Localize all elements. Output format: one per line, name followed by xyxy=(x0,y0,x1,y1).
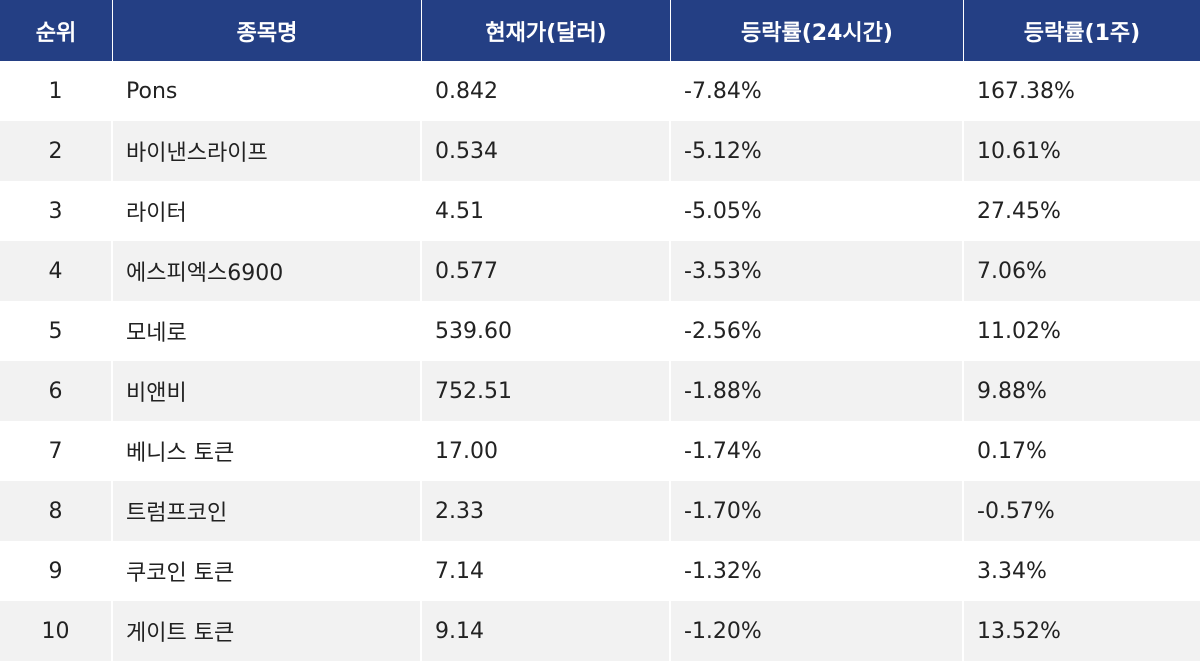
price-cell: 0.534 xyxy=(422,121,671,181)
rank-cell: 7 xyxy=(0,421,113,481)
price-cell: 17.00 xyxy=(422,421,671,481)
change-24h-cell: -1.74% xyxy=(671,421,964,481)
change-24h-cell: -2.56% xyxy=(671,301,964,361)
table-row: 1 Pons 0.842 -7.84% 167.38% xyxy=(0,61,1200,121)
rank-cell: 2 xyxy=(0,121,113,181)
change-1w-cell: 10.61% xyxy=(964,121,1200,181)
name-cell: 바이낸스라이프 xyxy=(113,121,422,181)
header-price: 현재가(달러) xyxy=(422,0,671,61)
table-row: 10 게이트 토큰 9.14 -1.20% 13.52% xyxy=(0,601,1200,661)
change-24h-cell: -1.88% xyxy=(671,361,964,421)
table-row: 8 트럼프코인 2.33 -1.70% -0.57% xyxy=(0,481,1200,541)
change-1w-cell: 11.02% xyxy=(964,301,1200,361)
change-24h-cell: -1.32% xyxy=(671,541,964,601)
rank-cell: 8 xyxy=(0,481,113,541)
name-cell: 에스피엑스6900 xyxy=(113,241,422,301)
name-cell: 게이트 토큰 xyxy=(113,601,422,661)
table-row: 5 모네로 539.60 -2.56% 11.02% xyxy=(0,301,1200,361)
price-cell: 0.577 xyxy=(422,241,671,301)
table-row: 4 에스피엑스6900 0.577 -3.53% 7.06% xyxy=(0,241,1200,301)
price-cell: 7.14 xyxy=(422,541,671,601)
header-change-24h: 등락률(24시간) xyxy=(671,0,964,61)
table-row: 2 바이낸스라이프 0.534 -5.12% 10.61% xyxy=(0,121,1200,181)
table-header: 순위 종목명 현재가(달러) 등락률(24시간) 등락률(1주) xyxy=(0,0,1200,61)
change-1w-cell: 9.88% xyxy=(964,361,1200,421)
change-1w-cell: -0.57% xyxy=(964,481,1200,541)
name-cell: 모네로 xyxy=(113,301,422,361)
rank-cell: 4 xyxy=(0,241,113,301)
price-cell: 752.51 xyxy=(422,361,671,421)
change-24h-cell: -5.05% xyxy=(671,181,964,241)
table-row: 9 쿠코인 토큰 7.14 -1.32% 3.34% xyxy=(0,541,1200,601)
change-24h-cell: -3.53% xyxy=(671,241,964,301)
table-body: 1 Pons 0.842 -7.84% 167.38% 2 바이낸스라이프 0.534 -5.1… xyxy=(0,61,1200,661)
price-cell: 0.842 xyxy=(422,61,671,121)
name-cell: 쿠코인 토큰 xyxy=(113,541,422,601)
change-24h-cell: -1.70% xyxy=(671,481,964,541)
header-row: 순위 종목명 현재가(달러) 등락률(24시간) 등락률(1주) xyxy=(0,0,1200,61)
change-24h-cell: -1.20% xyxy=(671,601,964,661)
rank-cell: 6 xyxy=(0,361,113,421)
price-cell: 4.51 xyxy=(422,181,671,241)
name-cell: 트럼프코인 xyxy=(113,481,422,541)
name-cell: 베니스 토큰 xyxy=(113,421,422,481)
rank-cell: 10 xyxy=(0,601,113,661)
change-1w-cell: 13.52% xyxy=(964,601,1200,661)
change-24h-cell: -7.84% xyxy=(671,61,964,121)
price-cell: 9.14 xyxy=(422,601,671,661)
name-cell: 비앤비 xyxy=(113,361,422,421)
table-row: 3 라이터 4.51 -5.05% 27.45% xyxy=(0,181,1200,241)
change-1w-cell: 167.38% xyxy=(964,61,1200,121)
change-1w-cell: 7.06% xyxy=(964,241,1200,301)
rank-cell: 5 xyxy=(0,301,113,361)
rank-cell: 9 xyxy=(0,541,113,601)
table-row: 6 비앤비 752.51 -1.88% 9.88% xyxy=(0,361,1200,421)
header-change-1w: 등락률(1주) xyxy=(964,0,1200,61)
name-cell: 라이터 xyxy=(113,181,422,241)
table-row: 7 베니스 토큰 17.00 -1.74% 0.17% xyxy=(0,421,1200,481)
change-1w-cell: 3.34% xyxy=(964,541,1200,601)
change-24h-cell: -5.12% xyxy=(671,121,964,181)
price-cell: 2.33 xyxy=(422,481,671,541)
change-1w-cell: 27.45% xyxy=(964,181,1200,241)
header-name: 종목명 xyxy=(113,0,422,61)
name-cell: Pons xyxy=(113,61,422,121)
rank-cell: 3 xyxy=(0,181,113,241)
change-1w-cell: 0.17% xyxy=(964,421,1200,481)
rank-cell: 1 xyxy=(0,61,113,121)
price-cell: 539.60 xyxy=(422,301,671,361)
header-rank: 순위 xyxy=(0,0,113,61)
